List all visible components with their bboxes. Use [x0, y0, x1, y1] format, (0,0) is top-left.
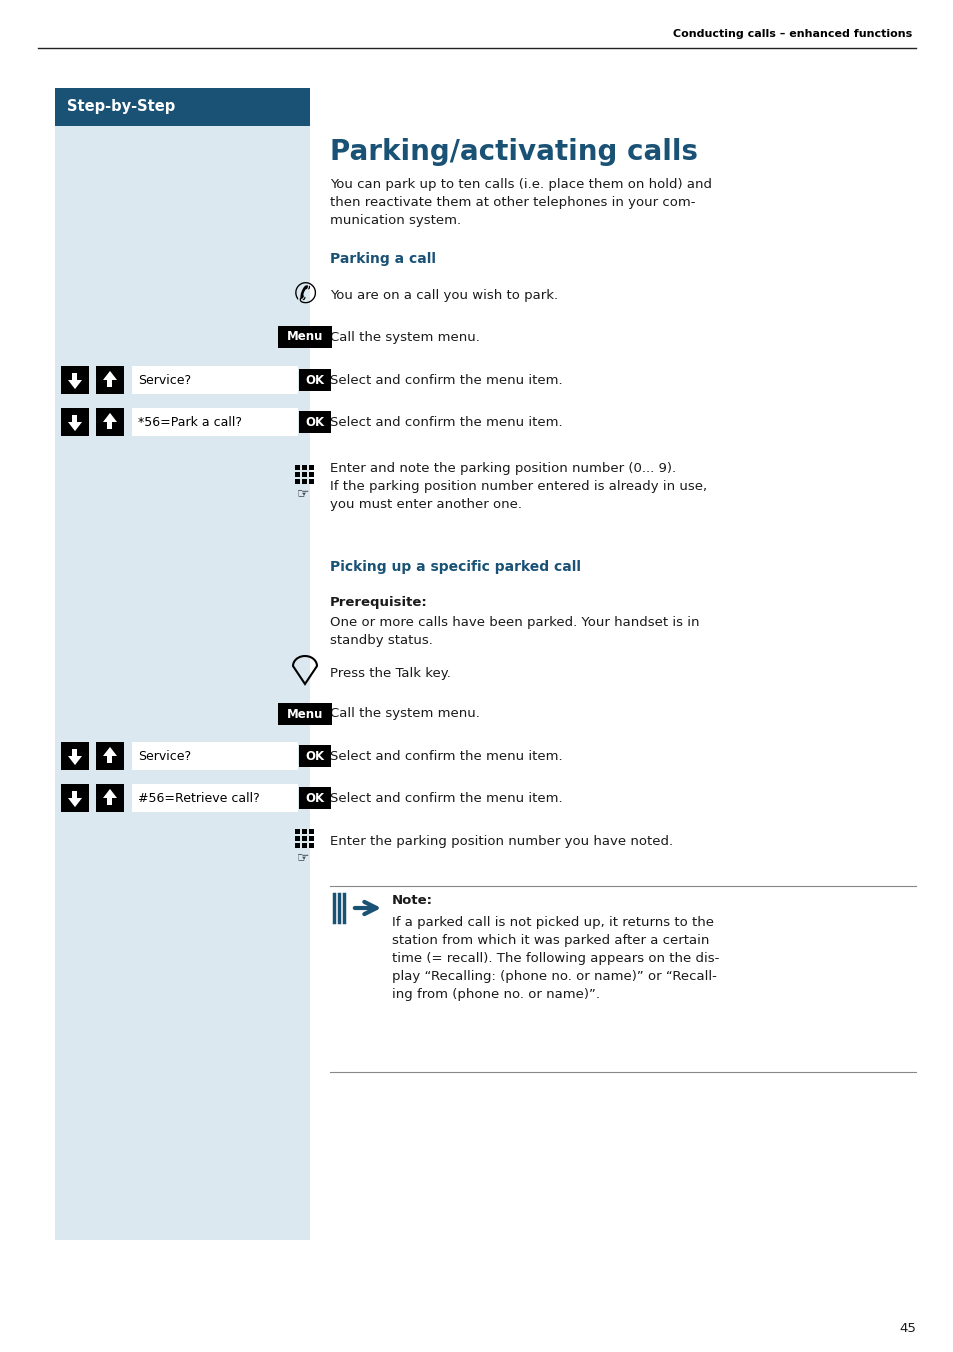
FancyBboxPatch shape	[302, 829, 307, 834]
FancyBboxPatch shape	[309, 836, 314, 841]
FancyBboxPatch shape	[96, 408, 124, 435]
Text: OK: OK	[305, 415, 324, 429]
FancyBboxPatch shape	[302, 465, 307, 470]
Text: Select and confirm the menu item.: Select and confirm the menu item.	[330, 373, 562, 387]
Text: Parking/activating calls: Parking/activating calls	[330, 138, 698, 166]
FancyBboxPatch shape	[96, 742, 124, 771]
FancyBboxPatch shape	[302, 844, 307, 848]
FancyBboxPatch shape	[108, 380, 112, 387]
FancyBboxPatch shape	[302, 836, 307, 841]
Polygon shape	[68, 422, 82, 431]
FancyBboxPatch shape	[72, 749, 77, 756]
FancyBboxPatch shape	[96, 784, 124, 813]
Text: OK: OK	[305, 791, 324, 804]
Text: Service?: Service?	[138, 749, 191, 763]
FancyBboxPatch shape	[108, 422, 112, 429]
Text: *56=Park a call?: *56=Park a call?	[138, 415, 242, 429]
FancyBboxPatch shape	[309, 844, 314, 848]
FancyBboxPatch shape	[61, 408, 89, 435]
FancyBboxPatch shape	[72, 791, 77, 798]
Text: ☞: ☞	[296, 485, 309, 500]
FancyBboxPatch shape	[302, 479, 307, 484]
FancyBboxPatch shape	[309, 479, 314, 484]
Polygon shape	[68, 798, 82, 807]
FancyBboxPatch shape	[55, 88, 310, 1240]
FancyBboxPatch shape	[298, 369, 331, 391]
FancyBboxPatch shape	[61, 366, 89, 393]
FancyBboxPatch shape	[108, 756, 112, 763]
Text: ☞: ☞	[296, 850, 309, 864]
FancyBboxPatch shape	[132, 742, 297, 771]
FancyBboxPatch shape	[108, 798, 112, 804]
Text: One or more calls have been parked. Your handset is in
standby status.: One or more calls have been parked. Your…	[330, 617, 699, 648]
FancyBboxPatch shape	[295, 465, 300, 470]
Polygon shape	[103, 746, 117, 756]
Text: Select and confirm the menu item.: Select and confirm the menu item.	[330, 415, 562, 429]
Text: Enter the parking position number you have noted.: Enter the parking position number you ha…	[330, 836, 673, 849]
Text: Menu: Menu	[287, 707, 323, 721]
Text: OK: OK	[305, 749, 324, 763]
Text: You can park up to ten calls (i.e. place them on hold) and
then reactivate them : You can park up to ten calls (i.e. place…	[330, 178, 711, 227]
FancyBboxPatch shape	[277, 703, 332, 725]
Text: Service?: Service?	[138, 373, 191, 387]
FancyBboxPatch shape	[132, 784, 297, 813]
FancyBboxPatch shape	[55, 88, 310, 126]
FancyBboxPatch shape	[298, 745, 331, 767]
FancyBboxPatch shape	[295, 479, 300, 484]
Text: Menu: Menu	[287, 330, 323, 343]
FancyBboxPatch shape	[302, 472, 307, 477]
FancyBboxPatch shape	[295, 844, 300, 848]
FancyBboxPatch shape	[295, 829, 300, 834]
Polygon shape	[103, 790, 117, 798]
Polygon shape	[103, 412, 117, 422]
Text: Press the Talk key.: Press the Talk key.	[330, 668, 451, 680]
Polygon shape	[68, 756, 82, 765]
Text: ✆: ✆	[294, 281, 316, 310]
Text: Picking up a specific parked call: Picking up a specific parked call	[330, 560, 580, 575]
FancyBboxPatch shape	[309, 829, 314, 834]
Text: Select and confirm the menu item.: Select and confirm the menu item.	[330, 749, 562, 763]
Text: #56=Retrieve call?: #56=Retrieve call?	[138, 791, 259, 804]
Text: OK: OK	[305, 373, 324, 387]
FancyBboxPatch shape	[298, 411, 331, 433]
FancyBboxPatch shape	[72, 415, 77, 422]
Polygon shape	[103, 370, 117, 380]
Text: If a parked call is not picked up, it returns to the
station from which it was p: If a parked call is not picked up, it re…	[392, 917, 719, 1000]
Text: Enter and note the parking position number (0... 9).
If the parking position num: Enter and note the parking position numb…	[330, 462, 706, 511]
FancyBboxPatch shape	[295, 472, 300, 477]
Text: You are on a call you wish to park.: You are on a call you wish to park.	[330, 288, 558, 301]
Text: Conducting calls – enhanced functions: Conducting calls – enhanced functions	[672, 28, 911, 39]
Text: Prerequisite:: Prerequisite:	[330, 596, 427, 608]
Text: Note:: Note:	[392, 894, 433, 907]
FancyBboxPatch shape	[309, 465, 314, 470]
FancyBboxPatch shape	[132, 408, 297, 435]
Text: Step-by-Step: Step-by-Step	[67, 100, 175, 115]
Text: Call the system menu.: Call the system menu.	[330, 330, 479, 343]
FancyBboxPatch shape	[277, 326, 332, 347]
FancyBboxPatch shape	[309, 472, 314, 477]
FancyBboxPatch shape	[295, 836, 300, 841]
FancyBboxPatch shape	[96, 366, 124, 393]
Text: Select and confirm the menu item.: Select and confirm the menu item.	[330, 791, 562, 804]
FancyBboxPatch shape	[61, 784, 89, 813]
FancyBboxPatch shape	[298, 787, 331, 808]
FancyBboxPatch shape	[72, 373, 77, 380]
Polygon shape	[68, 380, 82, 389]
FancyBboxPatch shape	[61, 742, 89, 771]
Text: 45: 45	[898, 1321, 915, 1334]
Text: Parking a call: Parking a call	[330, 251, 436, 266]
Text: Call the system menu.: Call the system menu.	[330, 707, 479, 721]
FancyBboxPatch shape	[132, 366, 297, 393]
